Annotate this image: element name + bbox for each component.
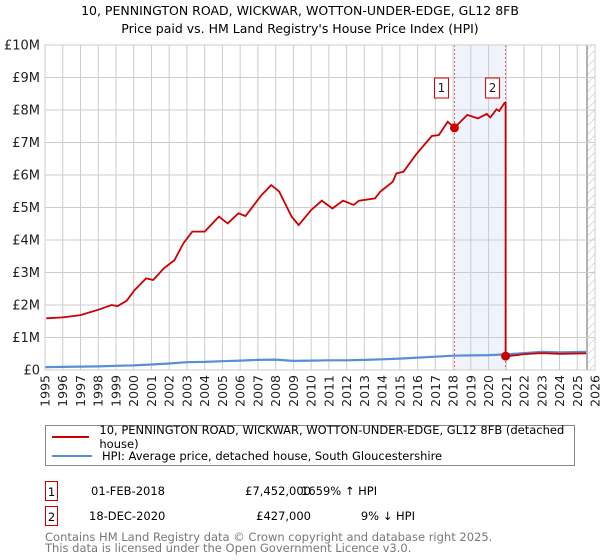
- y-tick-label: £10M: [4, 39, 40, 54]
- x-tick-label: 2011: [321, 375, 336, 407]
- y-tick-label: £1M: [12, 331, 40, 346]
- x-tick-label: 2014: [375, 375, 390, 407]
- sale-label-box: [433, 77, 449, 99]
- sale-hpi: 9% ↓ HPI: [360, 509, 415, 523]
- y-tick-label: £9M: [12, 71, 40, 86]
- sale-label-box: [485, 77, 501, 99]
- x-tick-label: 1997: [73, 375, 88, 407]
- x-tick-label: 2007: [250, 375, 265, 407]
- sale-badge: 2: [45, 506, 58, 526]
- sale-price: £7,452,000: [245, 484, 311, 498]
- sale-point: [501, 351, 511, 361]
- sale-point: [449, 123, 459, 133]
- sale-hpi: 1659% ↑ HPI: [301, 484, 378, 498]
- y-tick-label: £4M: [12, 234, 40, 249]
- legend-item-hpi: HPI: Average price, detached house, Sout…: [52, 447, 442, 465]
- x-tick-label: 2025: [570, 375, 585, 407]
- y-tick-label: £0: [23, 364, 40, 379]
- footer-licence: This data is licensed under the Open Gov…: [45, 541, 412, 555]
- x-tick-label: 2012: [339, 375, 354, 407]
- y-tick-label: £8M: [12, 104, 40, 119]
- x-tick-label: 2004: [197, 375, 212, 407]
- x-tick-label: 2002: [162, 375, 177, 407]
- y-tick-label: £2M: [12, 299, 40, 314]
- x-tick-label: 2000: [126, 375, 141, 407]
- legend: 10, PENNINGTON ROAD, WICKWAR, WOTTON-UND…: [45, 423, 575, 466]
- x-tick-label: 2024: [552, 375, 567, 407]
- sale-date: 18-DEC-2020: [89, 509, 166, 523]
- property-price-line: [46, 102, 587, 358]
- sale-row-1: 1 01-FEB-2018 £7,452,000 1659% ↑ HPI: [45, 481, 445, 503]
- x-tick-label: 2026: [588, 375, 600, 407]
- x-tick-label: 2008: [268, 375, 283, 407]
- sale-label: 1: [438, 81, 446, 95]
- x-tick-label: 2006: [233, 375, 248, 407]
- x-tick-label: 2019: [463, 375, 478, 407]
- x-tick-label: 2005: [215, 375, 230, 407]
- x-tick-label: 2022: [517, 375, 532, 407]
- x-tick-label: 2016: [410, 375, 425, 407]
- y-tick-label: £6M: [12, 169, 40, 184]
- x-tick-label: 2021: [499, 375, 514, 407]
- sale-row-2: 2 18-DEC-2020 £427,000 9% ↓ HPI: [45, 506, 445, 528]
- x-tick-label: 2010: [304, 375, 319, 407]
- hpi-line: [44, 350, 587, 369]
- legend-label: 10, PENNINGTON ROAD, WICKWAR, WOTTON-UND…: [99, 423, 565, 451]
- legend-item-property: 10, PENNINGTON ROAD, WICKWAR, WOTTON-UND…: [52, 423, 574, 451]
- sale-date: 01-FEB-2018: [91, 484, 165, 498]
- y-tick-label: £5M: [12, 201, 40, 216]
- chart-subtitle: Price paid vs. HM Land Registry's House …: [121, 21, 479, 36]
- x-tick-label: 2013: [357, 375, 372, 407]
- plot-border: [44, 44, 596, 371]
- legend-swatch-blue: [52, 455, 92, 457]
- x-tick-label: 1995: [38, 375, 53, 407]
- sale-label: 2: [489, 81, 497, 95]
- sale-price: £427,000: [256, 509, 311, 523]
- chart-title: 10, PENNINGTON ROAD, WICKWAR, WOTTON-UND…: [81, 3, 519, 18]
- x-tick-label: 2003: [179, 375, 194, 407]
- x-tick-label: 2001: [144, 375, 159, 407]
- sale-badge: 1: [45, 481, 58, 501]
- x-tick-label: 2015: [392, 375, 407, 407]
- y-tick-label: £3M: [12, 266, 40, 281]
- x-tick-label: 2020: [481, 375, 496, 407]
- x-tick-label: 1996: [55, 375, 70, 407]
- x-tick-label: 2009: [286, 375, 301, 407]
- legend-label: HPI: Average price, detached house, Sout…: [102, 449, 443, 463]
- footer-copyright: Contains HM Land Registry data © Crown c…: [45, 530, 493, 544]
- x-tick-label: 2017: [428, 375, 443, 407]
- x-tick-label: 2018: [446, 375, 461, 407]
- y-tick-label: £7M: [12, 136, 40, 151]
- x-tick-label: 1998: [91, 375, 106, 407]
- legend-swatch-red: [52, 436, 90, 438]
- x-tick-label: 1999: [108, 375, 123, 407]
- x-tick-label: 2023: [534, 375, 549, 407]
